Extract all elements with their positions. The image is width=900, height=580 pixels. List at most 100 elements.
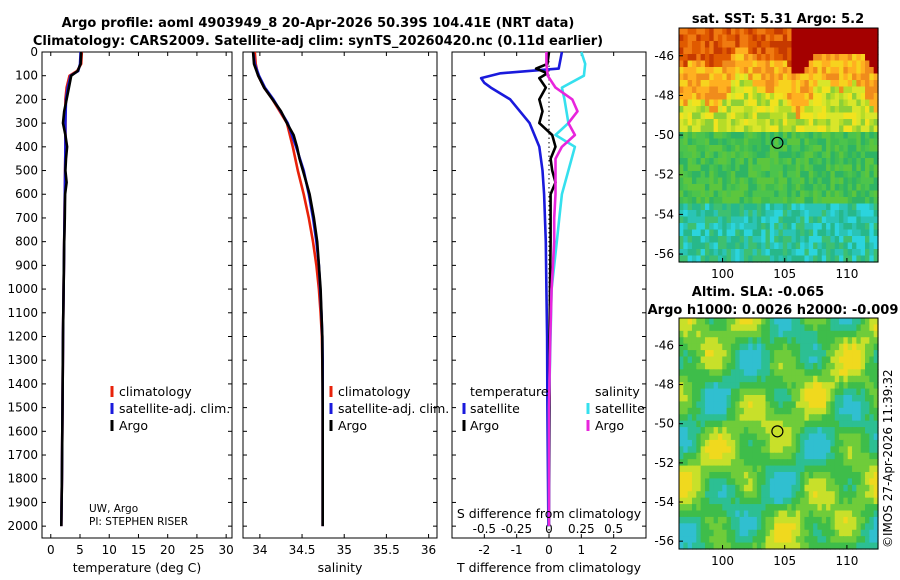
map-cell — [865, 86, 870, 94]
map-cell — [748, 229, 754, 237]
map-cell — [865, 356, 870, 364]
map-cell — [800, 223, 806, 231]
map-cell — [869, 41, 875, 49]
map-cell — [804, 382, 810, 390]
map-cell — [839, 145, 844, 153]
map-cell — [743, 138, 749, 146]
map-cell — [748, 369, 754, 377]
map-cell — [791, 356, 797, 364]
map-cell — [765, 324, 771, 332]
map-cell — [691, 318, 697, 326]
map-cell — [761, 472, 767, 480]
map-cell — [813, 86, 819, 94]
map-cell — [696, 249, 702, 257]
map-cell — [830, 203, 836, 211]
map-cell — [730, 242, 736, 250]
map-cell — [687, 93, 693, 101]
map-cell — [852, 465, 857, 473]
map-cell — [826, 452, 832, 460]
map-cell — [834, 151, 840, 159]
map-cell — [834, 369, 840, 377]
map-cell — [709, 542, 715, 550]
map-cell — [852, 54, 857, 62]
map-cell — [748, 542, 754, 550]
map-cell — [704, 330, 710, 338]
map-cell — [778, 41, 784, 49]
map-cell — [761, 491, 767, 499]
map-cell — [873, 446, 879, 454]
map-cell — [765, 337, 771, 345]
map-cell — [679, 510, 684, 518]
map-cell — [852, 401, 857, 409]
series-line-argo — [251, 51, 325, 527]
map-cell — [752, 47, 758, 55]
map-cell — [826, 216, 832, 224]
map-cell — [830, 54, 836, 62]
map-cell — [696, 28, 702, 36]
map-cell — [691, 491, 697, 499]
map-cell — [865, 67, 870, 75]
map-cell — [839, 472, 844, 480]
map-cell — [756, 249, 762, 257]
map-cell — [717, 184, 723, 192]
map-cell — [804, 395, 810, 403]
map-cell — [713, 41, 719, 49]
map-cell — [856, 478, 862, 486]
map-cell — [787, 459, 793, 467]
map-cell — [683, 516, 689, 524]
map-cell — [691, 112, 697, 120]
map-cell — [717, 255, 723, 263]
map-cell — [800, 318, 806, 326]
map-cell — [683, 529, 689, 537]
map-cell — [808, 504, 814, 512]
map-cell — [743, 210, 749, 218]
map-cell — [761, 388, 767, 396]
map-cell — [761, 67, 767, 75]
map-cell — [761, 145, 767, 153]
map-cell — [787, 93, 793, 101]
map-cell — [704, 203, 710, 211]
map-cell — [761, 60, 767, 68]
map-cell — [817, 465, 823, 473]
map-cell — [756, 236, 762, 244]
map-cell — [739, 330, 745, 338]
map-cell — [873, 330, 879, 338]
map-cell — [709, 28, 715, 36]
map-cell — [852, 523, 857, 531]
map-cell — [804, 236, 810, 244]
map-cell — [821, 324, 827, 332]
map-cell — [778, 523, 784, 531]
map-cell — [735, 158, 741, 166]
map-cell — [679, 491, 684, 499]
map-cell — [787, 523, 793, 531]
map-cell — [761, 255, 767, 263]
map-cell — [800, 382, 806, 390]
map-cell — [743, 324, 749, 332]
map-cell — [865, 369, 870, 377]
map-cell — [683, 177, 689, 185]
map-cell — [713, 112, 719, 120]
map-cell — [847, 80, 853, 88]
map-cell — [756, 171, 762, 179]
map-cell — [704, 427, 710, 435]
map-cell — [791, 34, 797, 42]
map-cell — [817, 414, 823, 422]
map-cell — [713, 73, 719, 81]
map-cell — [743, 433, 749, 441]
map-cell — [808, 433, 814, 441]
map-cell — [817, 249, 823, 257]
map-cell — [687, 484, 693, 492]
map-cell — [704, 375, 710, 383]
map-cell — [808, 203, 814, 211]
map-cell — [761, 439, 767, 447]
map-cell — [795, 223, 801, 231]
map-cell — [730, 504, 736, 512]
map-cell — [778, 472, 784, 480]
map-cell — [713, 420, 719, 428]
map-cell — [687, 236, 693, 244]
map-cell — [774, 369, 780, 377]
map-cell — [800, 491, 806, 499]
map-cell — [834, 523, 840, 531]
map-cell — [748, 446, 754, 454]
map-cell — [774, 523, 780, 531]
